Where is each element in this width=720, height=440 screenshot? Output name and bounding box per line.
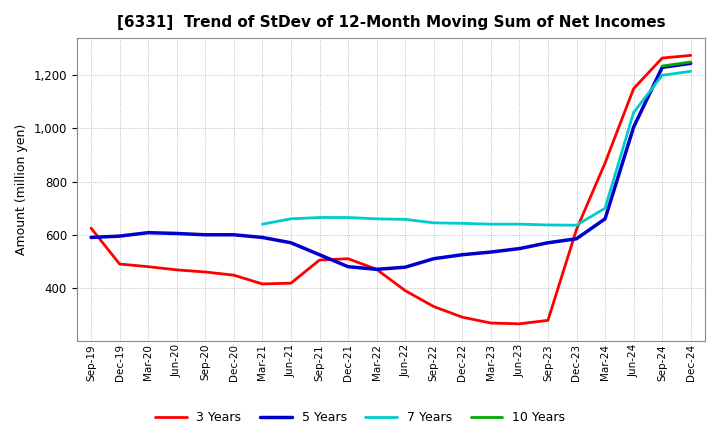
7 Years	[429, 220, 438, 225]
7 Years	[658, 73, 667, 78]
5 Years	[115, 234, 124, 239]
5 Years	[487, 249, 495, 255]
3 Years	[629, 86, 638, 91]
5 Years	[544, 240, 552, 246]
3 Years	[572, 227, 581, 232]
7 Years	[686, 69, 695, 74]
Line: 3 Years: 3 Years	[91, 55, 690, 324]
7 Years	[515, 221, 523, 227]
3 Years	[343, 256, 352, 261]
7 Years	[544, 222, 552, 227]
Y-axis label: Amount (million yen): Amount (million yen)	[15, 124, 28, 255]
5 Years	[172, 231, 181, 236]
5 Years	[144, 230, 153, 235]
Line: 5 Years: 5 Years	[91, 63, 690, 269]
3 Years	[658, 55, 667, 61]
3 Years	[201, 269, 210, 275]
3 Years	[429, 304, 438, 309]
7 Years	[258, 221, 266, 227]
7 Years	[487, 221, 495, 227]
7 Years	[572, 223, 581, 228]
5 Years	[458, 252, 467, 257]
Legend: 3 Years, 5 Years, 7 Years, 10 Years: 3 Years, 5 Years, 7 Years, 10 Years	[150, 407, 570, 429]
Line: 7 Years: 7 Years	[262, 71, 690, 225]
Title: [6331]  Trend of StDev of 12-Month Moving Sum of Net Incomes: [6331] Trend of StDev of 12-Month Moving…	[117, 15, 665, 30]
3 Years	[515, 321, 523, 326]
5 Years	[86, 235, 95, 240]
3 Years	[144, 264, 153, 269]
5 Years	[658, 65, 667, 70]
7 Years	[372, 216, 381, 221]
3 Years	[172, 267, 181, 272]
3 Years	[258, 281, 266, 286]
7 Years	[343, 215, 352, 220]
7 Years	[600, 205, 609, 211]
5 Years	[343, 264, 352, 269]
7 Years	[629, 110, 638, 115]
3 Years	[600, 161, 609, 166]
5 Years	[315, 252, 324, 257]
3 Years	[315, 257, 324, 263]
3 Years	[287, 281, 295, 286]
5 Years	[372, 267, 381, 272]
Line: 10 Years: 10 Years	[662, 62, 690, 66]
3 Years	[115, 261, 124, 267]
7 Years	[458, 221, 467, 226]
3 Years	[487, 320, 495, 326]
5 Years	[287, 240, 295, 246]
5 Years	[401, 264, 410, 270]
3 Years	[458, 315, 467, 320]
3 Years	[230, 272, 238, 278]
5 Years	[429, 256, 438, 261]
5 Years	[201, 232, 210, 238]
5 Years	[230, 232, 238, 238]
7 Years	[401, 217, 410, 222]
5 Years	[515, 246, 523, 251]
10 Years	[658, 63, 667, 69]
3 Years	[686, 53, 695, 58]
7 Years	[287, 216, 295, 221]
5 Years	[258, 235, 266, 240]
5 Years	[600, 216, 609, 221]
10 Years	[686, 59, 695, 65]
7 Years	[315, 215, 324, 220]
3 Years	[372, 267, 381, 272]
5 Years	[572, 236, 581, 242]
5 Years	[686, 61, 695, 66]
3 Years	[86, 226, 95, 231]
3 Years	[544, 318, 552, 323]
5 Years	[629, 125, 638, 130]
3 Years	[401, 288, 410, 293]
